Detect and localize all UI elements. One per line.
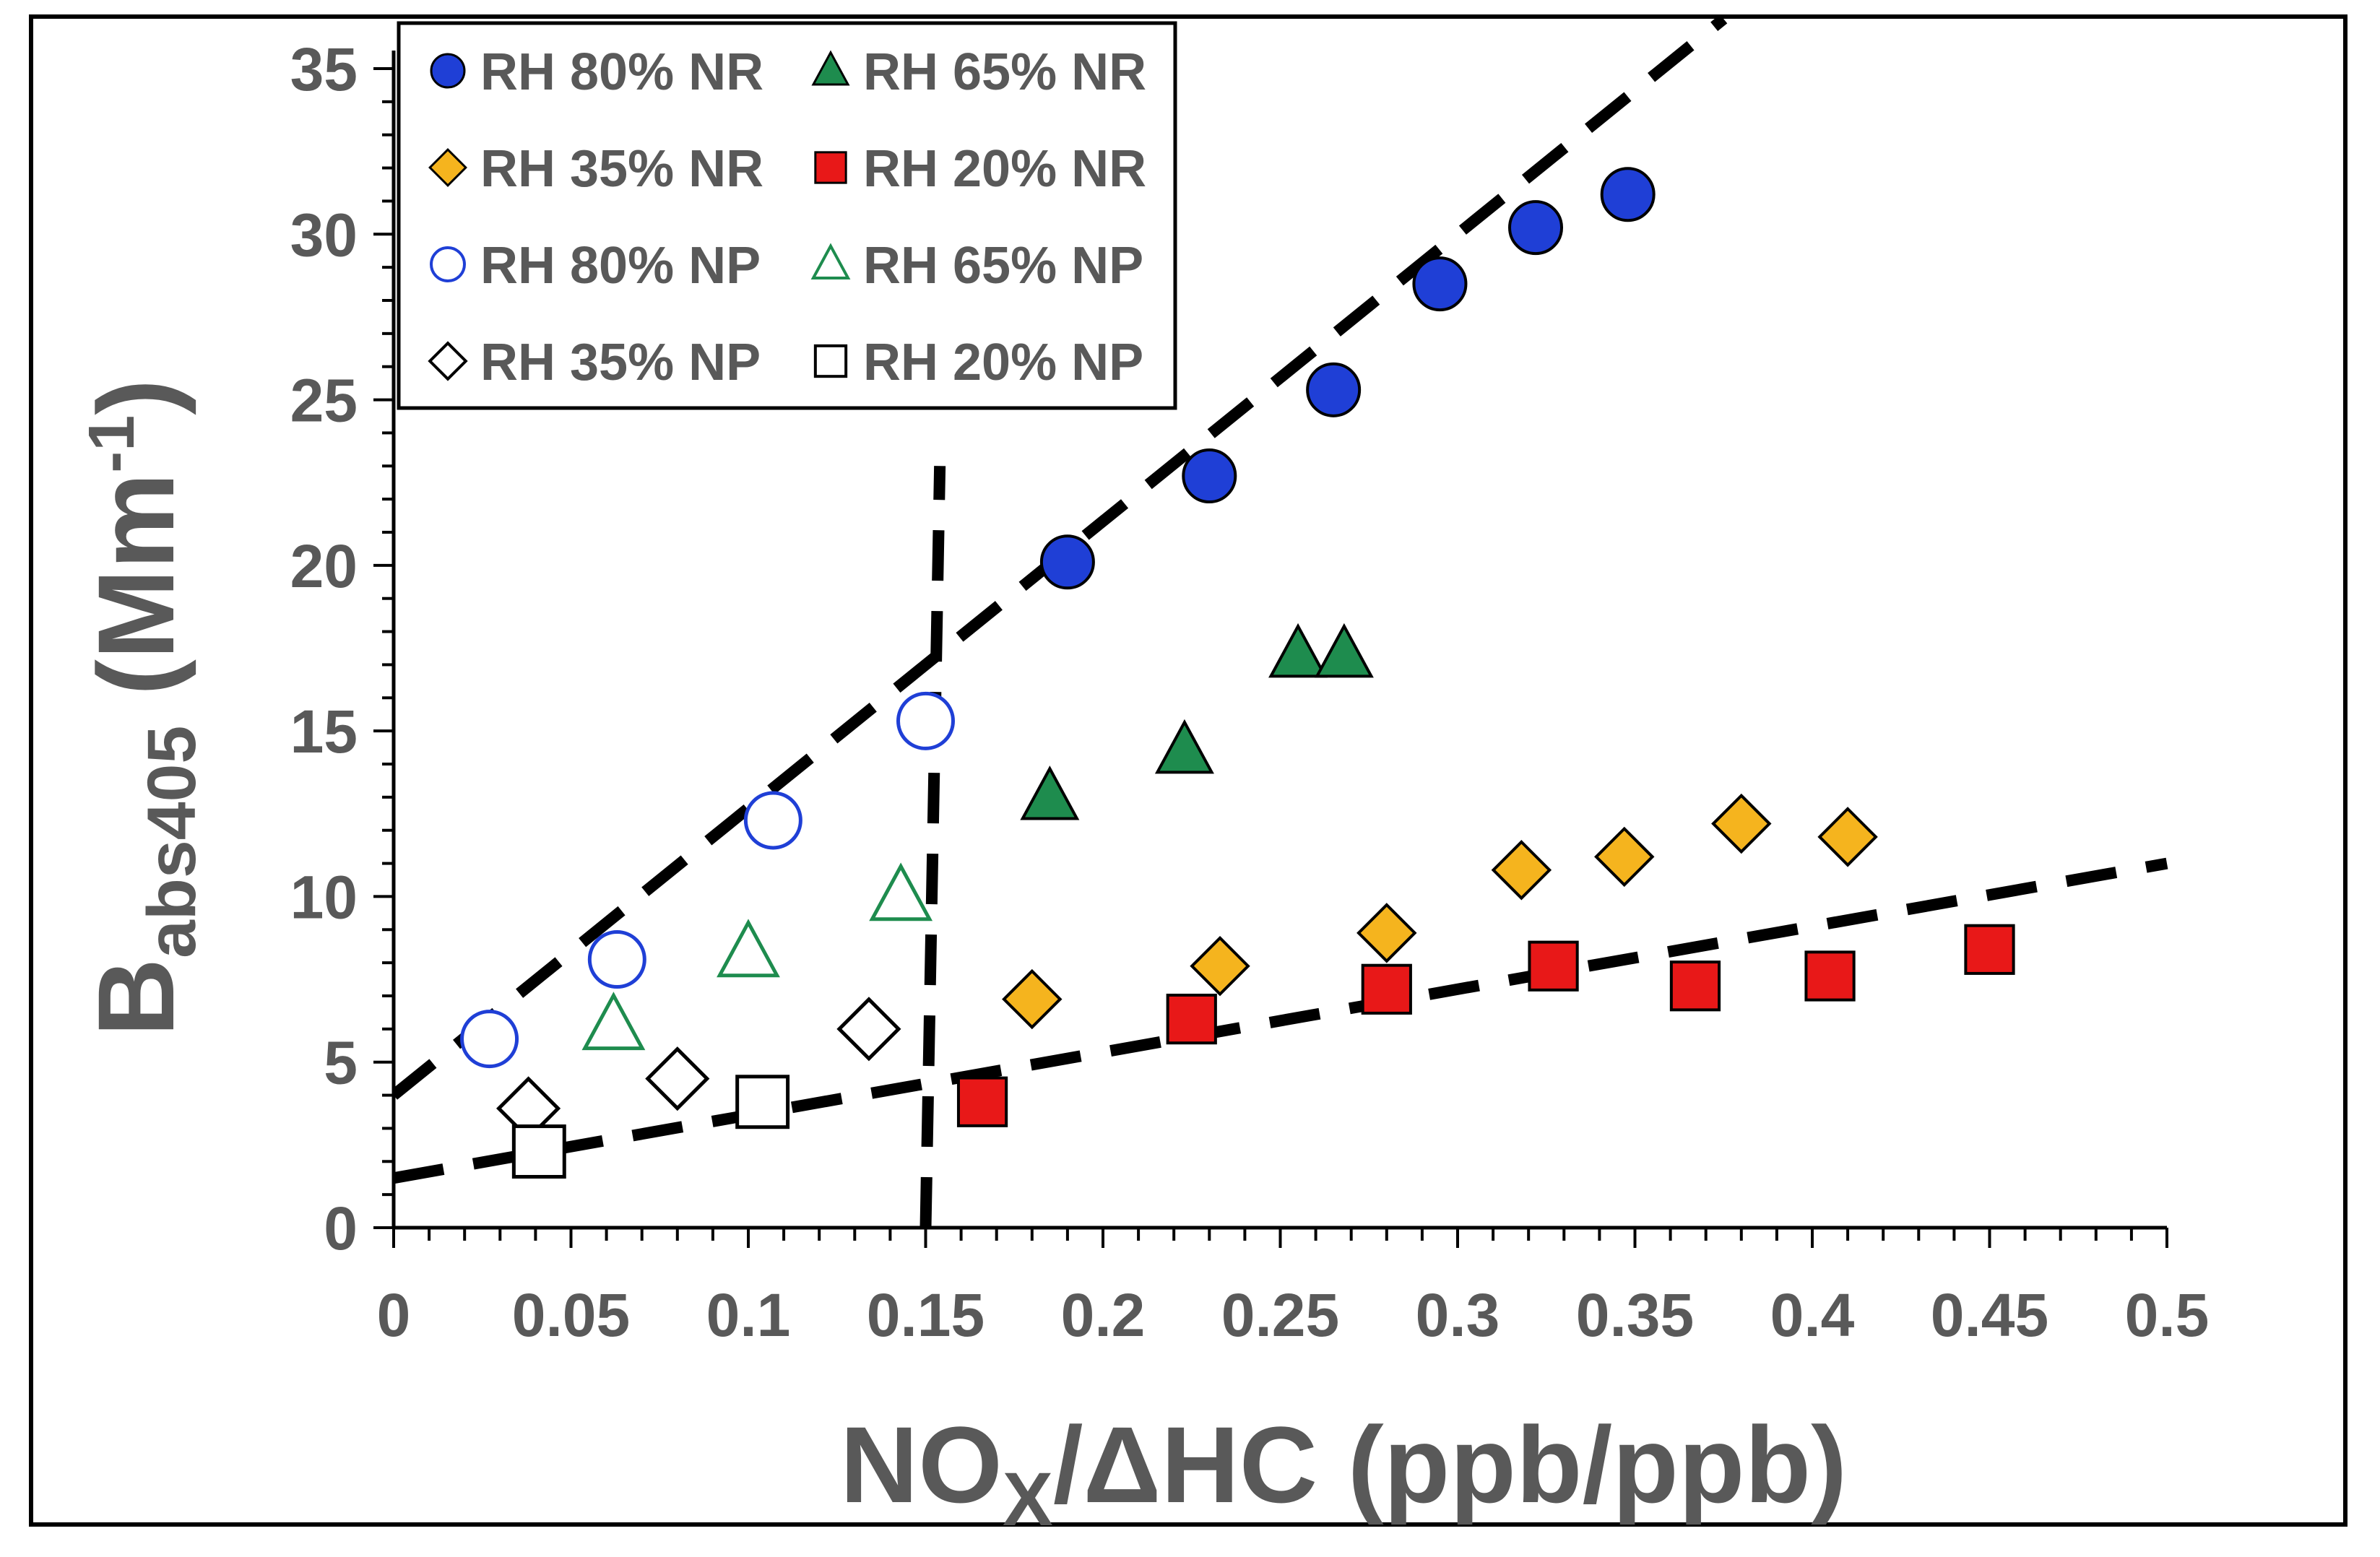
axes: 0 0.05 0.1 0.15 0.2 0.25 0.3 0.35 0.4 0.45 0.5 0 5 10… (290, 35, 2210, 1349)
x-tick-label: 0 (377, 1281, 411, 1349)
legend-marker-rh-80-np (430, 246, 466, 282)
point-rh-80-np (896, 691, 955, 750)
point-rh-20-nr (1528, 940, 1579, 992)
y-tick-label: 25 (290, 367, 358, 435)
point-rh-65-np (581, 992, 646, 1051)
x-tick-label: 0.35 (1576, 1281, 1695, 1349)
x-tick-label: 0.2 (1061, 1281, 1146, 1349)
point-rh-35-nr (1594, 826, 1655, 888)
trend-line-threshold (919, 466, 946, 1228)
y-axis-title: Babs405 (Mm-1) (75, 379, 210, 1036)
y-tick-label: 35 (290, 35, 358, 103)
point-rh-80-nr (1306, 362, 1362, 417)
y-tick-label: 30 (290, 201, 358, 269)
legend-label-rh-65-np: RH 65% NP (863, 237, 1143, 295)
legend-marker-rh-35-nr (428, 148, 467, 187)
x-tick-label: 0.05 (512, 1281, 631, 1349)
y-tick-label: 5 (324, 1029, 358, 1097)
x-tick-label: 0.4 (1770, 1281, 1855, 1349)
point-rh-20-np (735, 1075, 790, 1129)
y-tick-label: 15 (290, 698, 358, 766)
legend-marker-rh-65-np (810, 243, 851, 279)
point-rh-80-np (743, 791, 802, 850)
point-rh-65-np (717, 919, 780, 978)
legend-label-rh-80-nr: RH 80% NR (480, 43, 763, 101)
x-tick-label: 0.1 (706, 1281, 791, 1349)
x-tick-label: 0.15 (867, 1281, 985, 1349)
y-tick-label: 20 (290, 532, 358, 600)
legend-marker-rh-35-np (428, 341, 468, 381)
legend-marker-rh-20-np (813, 344, 848, 378)
legend-box (397, 21, 1177, 410)
point-rh-35-nr (1817, 807, 1878, 867)
legend-label-rh-20-np: RH 20% NP (863, 334, 1143, 391)
point-rh-80-nr (1182, 448, 1237, 504)
legend-label-rh-80-np: RH 80% NP (480, 237, 761, 295)
legend-label-rh-35-np: RH 35% NP (480, 334, 761, 391)
point-rh-35-nr (1491, 840, 1552, 901)
point-rh-80-nr (1508, 200, 1564, 256)
legend-marker-rh-20-nr (814, 151, 847, 184)
legend-label-rh-20-nr: RH 20% NR (863, 140, 1146, 198)
point-rh-65-nr (1154, 719, 1214, 774)
legend-marker-rh-65-nr (811, 50, 850, 86)
point-rh-65-nr (1020, 766, 1080, 820)
legend-label-rh-35-nr: RH 35% NR (480, 140, 763, 198)
point-rh-80-nr (1600, 167, 1656, 222)
point-rh-20-nr (1669, 960, 1721, 1012)
legend-label-rh-65-nr: RH 65% NR (863, 43, 1146, 101)
point-rh-35-nr (1002, 968, 1063, 1030)
point-rh-20-np (511, 1124, 566, 1179)
x-tick-label: 0.5 (2125, 1281, 2210, 1349)
legend: RH 80% NR RH 65% NR RH 35% NR RH 20% NR RH 8… (397, 21, 1177, 410)
x-tick-label: 0.25 (1221, 1281, 1340, 1349)
point-rh-35-np (836, 997, 901, 1062)
point-rh-80-nr (1412, 256, 1468, 312)
point-rh-80-np (460, 1010, 519, 1069)
point-rh-20-nr (1361, 963, 1412, 1015)
point-rh-80-nr (1039, 534, 1095, 590)
legend-marker-rh-80-nr (430, 53, 466, 89)
point-rh-35-np (645, 1046, 710, 1111)
y-tick-label: 0 (324, 1194, 358, 1262)
point-rh-20-nr (1964, 924, 2015, 975)
data-points (460, 167, 2015, 1179)
point-rh-20-nr (1804, 950, 1856, 1002)
y-tick-label: 10 (290, 863, 358, 931)
point-rh-20-nr (1166, 993, 1217, 1045)
x-tick-label: 0.45 (1931, 1281, 2049, 1349)
point-rh-80-np (587, 930, 646, 989)
point-rh-65-nr (1268, 623, 1328, 678)
point-rh-35-nr (1190, 936, 1250, 997)
point-rh-65-np (869, 862, 933, 921)
x-tick-label: 0.3 (1416, 1281, 1500, 1349)
point-rh-35-nr (1711, 793, 1772, 854)
point-rh-65-nr (1314, 623, 1374, 678)
point-rh-20-nr (956, 1076, 1008, 1127)
point-rh-35-nr (1356, 903, 1417, 963)
x-axis-title: NOX/ΔHC (ppb/ppb) (840, 1404, 1847, 1542)
trend-line-shallow-fit (394, 857, 2168, 1184)
